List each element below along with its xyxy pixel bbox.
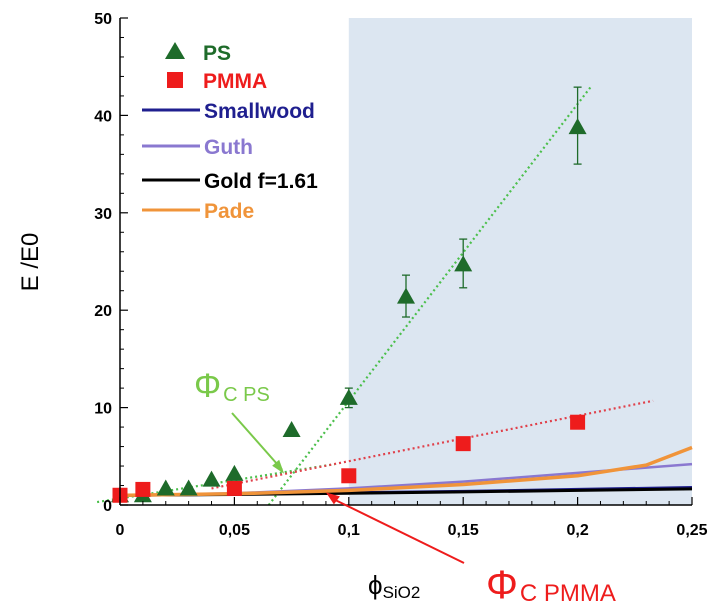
pmma-point <box>135 481 151 497</box>
phi-c-pmma-label: ΦC PMMA <box>486 563 616 607</box>
legend-label: PS <box>203 42 231 65</box>
phi-c-ps-arrowhead <box>272 459 285 474</box>
fit-line <box>267 85 593 506</box>
y-tick-label: 0 <box>103 498 112 515</box>
ps-point <box>339 388 358 405</box>
ps-point <box>225 464 244 481</box>
phi-c-ps-arrow <box>231 412 283 471</box>
shaded-region <box>348 18 692 505</box>
x-tick-label: 0,1 <box>338 522 360 539</box>
pmma-point <box>455 436 471 452</box>
legend-label: Gold f=1.61 <box>204 170 318 193</box>
ps-point <box>454 255 473 272</box>
y-tick-label: 20 <box>94 303 112 320</box>
ps-point <box>397 287 415 304</box>
x-tick-label: 0,05 <box>219 522 250 539</box>
phi-c-pmma-subscript: C PMMA <box>520 580 616 607</box>
legend: PS PMMA Smallwood Guth Gold f=1.61 Pade <box>142 42 318 223</box>
ps-point <box>156 479 175 496</box>
y-tick-label: 40 <box>94 108 112 125</box>
pmma-point <box>226 480 242 496</box>
axes: 0 10 20 30 40 50 0 0,05 0,1 0,15 0,2 0,25 <box>94 11 707 539</box>
legend-label: PMMA <box>203 70 267 93</box>
x-tick-label: 0 <box>116 522 125 539</box>
legend-label: Guth <box>204 136 253 159</box>
ps-point <box>282 421 301 438</box>
ps-point <box>202 470 221 487</box>
phi-c-ps-subscript: C PS <box>223 384 270 406</box>
legend-label: Smallwood <box>204 100 315 123</box>
pmma-point <box>341 468 357 484</box>
y-tick-label: 30 <box>94 206 112 223</box>
phi-c-pmma-arrowhead <box>325 492 340 505</box>
legend-marker-ps <box>165 42 185 59</box>
x-tick-label: 0,2 <box>566 522 588 539</box>
y-tick-label: 10 <box>94 401 112 418</box>
x-axis-label-subscript: SiO2 <box>383 583 421 602</box>
data-markers <box>111 118 587 503</box>
y-axis-label: E /E0 <box>17 233 44 292</box>
ps-point <box>568 118 587 135</box>
x-tick-label: 0,25 <box>676 522 707 539</box>
legend-label: Pade <box>204 200 254 223</box>
legend-marker-pmma <box>167 72 183 88</box>
ps-point <box>179 479 198 496</box>
phi-c-pmma-arrow <box>331 497 465 564</box>
y-tick-label: 50 <box>94 11 112 28</box>
x-axis-label: ϕSiO2 <box>368 570 420 602</box>
x-tick-label: 0,15 <box>448 522 479 539</box>
pmma-point <box>570 414 586 430</box>
